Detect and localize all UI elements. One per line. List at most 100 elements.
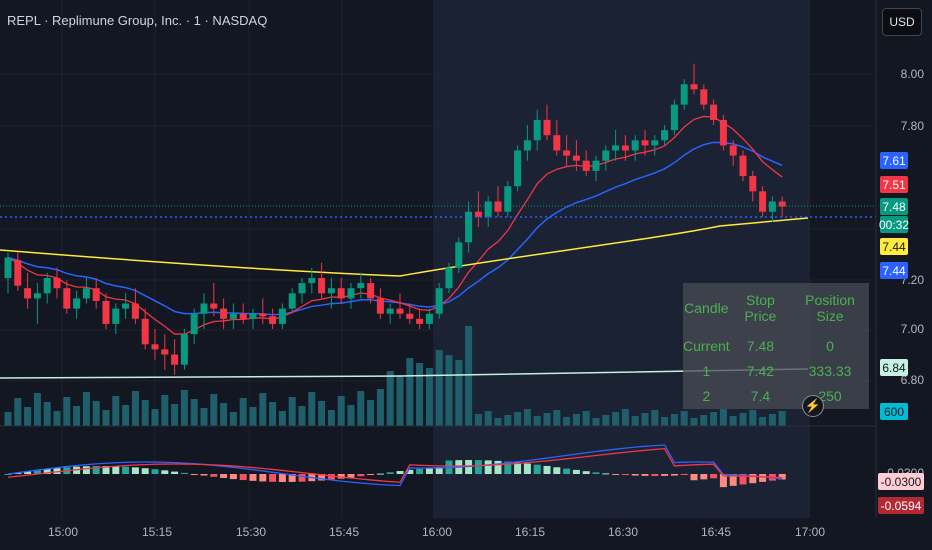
candle-body <box>768 201 776 212</box>
macd-histogram-bar <box>553 467 561 474</box>
volume-bar <box>435 350 443 426</box>
macd-histogram-bar <box>229 474 237 480</box>
candle-body <box>739 155 747 176</box>
candle-body <box>612 145 620 151</box>
volume-bar <box>288 397 296 426</box>
candle-body <box>288 293 296 309</box>
macd-pane <box>4 444 786 488</box>
volume-bar <box>602 415 610 426</box>
macd-histogram-bar <box>690 474 698 481</box>
volume-bar <box>33 393 41 426</box>
volume-bar <box>710 412 718 426</box>
volume-bar <box>151 409 159 426</box>
volume-bar <box>200 408 208 426</box>
candle-body <box>357 283 365 289</box>
time-label: 16:45 <box>701 525 732 539</box>
currency-button[interactable]: USD <box>882 8 922 36</box>
candle-body <box>572 155 580 161</box>
volume-bar <box>553 410 561 426</box>
macd-histogram-bar <box>102 466 110 474</box>
candle-body <box>308 278 316 284</box>
candle-body <box>43 278 51 294</box>
table-row: 1 7.42 333.33 <box>683 359 869 384</box>
volume-bar <box>73 406 81 426</box>
volume-bar <box>749 410 757 426</box>
volume-bar <box>249 407 257 426</box>
macd-histogram-bar <box>474 460 482 474</box>
table-cell: 7.42 <box>746 363 775 380</box>
gridlines <box>0 0 876 518</box>
candle-body <box>484 201 492 217</box>
macd-histogram-bar <box>14 472 22 474</box>
candle-body <box>14 260 22 286</box>
volume-bar <box>690 418 698 426</box>
sma-long-line <box>0 217 809 277</box>
candle-body <box>719 119 727 146</box>
candle-body <box>161 349 169 355</box>
candle-body <box>416 318 424 324</box>
macd-histogram-bar <box>141 468 149 474</box>
macd-histogram-bar <box>259 474 267 482</box>
time-label: 15:15 <box>142 525 173 539</box>
sma-low-line <box>0 368 809 379</box>
macd-histogram-bar <box>220 474 228 479</box>
macd-histogram-bar <box>661 474 669 476</box>
candle-body <box>53 278 61 289</box>
table-cell: 1 <box>702 363 711 380</box>
table-cell: 7.4 <box>750 388 771 405</box>
macd-histogram-bar <box>288 474 296 482</box>
table-cell: 0 <box>826 337 834 354</box>
candle-body <box>259 313 267 317</box>
candle-body <box>180 334 188 365</box>
candle-body <box>729 145 737 156</box>
volume-bar <box>229 412 237 426</box>
candle-body <box>465 211 473 243</box>
volume-bar <box>337 396 345 426</box>
volume-bar <box>445 355 453 426</box>
volume-bar <box>239 398 247 426</box>
candle-body <box>474 211 482 217</box>
volume-bar <box>641 413 649 426</box>
volume-bar <box>621 409 629 426</box>
candle-body <box>710 104 718 120</box>
candle-body <box>102 300 110 324</box>
volume-bar <box>259 393 267 426</box>
candles <box>4 63 786 375</box>
candle-body <box>759 191 767 212</box>
volume-bar <box>210 394 218 426</box>
volume-bar <box>523 409 531 426</box>
volume-bar <box>455 360 463 426</box>
volume-bar <box>768 414 776 426</box>
lightning-icon[interactable]: ⚡ <box>802 395 824 417</box>
position-size-table: Candle Stop Price Position Size Current … <box>683 283 869 409</box>
macd-histogram-bar <box>582 471 590 474</box>
candle-body <box>582 160 590 171</box>
macd-histogram-bar <box>171 471 179 474</box>
macd-histogram-bar <box>4 474 12 475</box>
price-axis-label: 6.80 <box>900 373 924 387</box>
volume-bar <box>425 368 433 426</box>
price-axis-label: 7.80 <box>900 119 924 133</box>
macd-histogram-bar <box>563 468 571 474</box>
candle-body <box>406 313 414 319</box>
volume-bar <box>82 392 90 426</box>
macd-histogram-bar <box>621 474 629 476</box>
candle-body <box>220 308 228 319</box>
macd-histogram-bar <box>592 472 600 474</box>
volume-bar <box>504 415 512 426</box>
time-label: 16:30 <box>608 525 639 539</box>
volume-bar <box>582 411 590 426</box>
candle-body <box>543 119 551 136</box>
macd-histogram-bar <box>396 471 404 474</box>
candle-body <box>210 303 218 309</box>
time-label: 15:30 <box>236 525 267 539</box>
candle-body <box>200 303 208 314</box>
macd-histogram-bar <box>92 466 100 474</box>
candle-body <box>4 257 12 278</box>
volume-bar <box>465 326 473 426</box>
volume-bar <box>327 410 335 426</box>
volume-bar <box>533 416 541 426</box>
macd-histogram-bar <box>53 468 61 474</box>
table-cell: 250 <box>818 388 842 405</box>
